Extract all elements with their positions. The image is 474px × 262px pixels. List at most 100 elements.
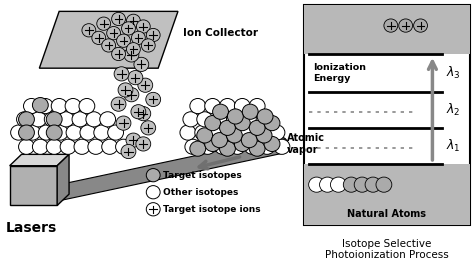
- Circle shape: [309, 177, 325, 192]
- Circle shape: [88, 139, 104, 154]
- Circle shape: [195, 125, 210, 140]
- Circle shape: [25, 125, 40, 140]
- Circle shape: [51, 99, 67, 114]
- Text: Lasers: Lasers: [6, 221, 57, 235]
- Circle shape: [343, 177, 359, 192]
- Circle shape: [65, 99, 81, 114]
- Circle shape: [210, 125, 226, 140]
- Circle shape: [32, 139, 48, 154]
- Circle shape: [46, 125, 62, 140]
- Circle shape: [24, 99, 39, 114]
- Circle shape: [127, 43, 140, 56]
- Circle shape: [239, 125, 255, 140]
- Circle shape: [112, 47, 126, 61]
- Circle shape: [274, 139, 290, 154]
- Circle shape: [18, 125, 35, 140]
- Circle shape: [37, 99, 53, 114]
- Circle shape: [219, 141, 236, 156]
- Circle shape: [215, 139, 230, 154]
- Circle shape: [319, 177, 336, 192]
- Circle shape: [354, 177, 370, 192]
- Circle shape: [18, 112, 35, 127]
- Circle shape: [225, 125, 240, 140]
- Text: $\lambda_2$: $\lambda_2$: [447, 102, 461, 118]
- Circle shape: [205, 99, 220, 114]
- Circle shape: [124, 48, 139, 62]
- Text: Natural Atoms: Natural Atoms: [347, 209, 427, 219]
- Circle shape: [227, 112, 242, 127]
- Circle shape: [376, 177, 392, 192]
- Circle shape: [219, 120, 236, 135]
- Circle shape: [185, 139, 201, 154]
- Circle shape: [136, 107, 151, 121]
- Circle shape: [18, 139, 35, 154]
- Circle shape: [205, 136, 220, 151]
- Circle shape: [180, 125, 196, 140]
- Circle shape: [60, 139, 76, 154]
- Circle shape: [146, 92, 161, 107]
- Circle shape: [118, 83, 133, 97]
- Circle shape: [74, 139, 90, 154]
- Circle shape: [46, 139, 62, 154]
- Circle shape: [86, 112, 102, 127]
- Circle shape: [82, 24, 96, 37]
- Circle shape: [257, 109, 273, 124]
- Circle shape: [256, 128, 272, 143]
- Circle shape: [146, 203, 160, 216]
- Bar: [304, 5, 470, 225]
- Text: Other isotopes: Other isotopes: [163, 188, 238, 197]
- Circle shape: [249, 99, 265, 114]
- Circle shape: [114, 67, 129, 81]
- Text: Target isotope ions: Target isotope ions: [163, 205, 261, 214]
- Polygon shape: [57, 154, 69, 205]
- Circle shape: [219, 99, 236, 114]
- Circle shape: [229, 139, 245, 154]
- Circle shape: [108, 125, 124, 140]
- Circle shape: [131, 31, 146, 45]
- Circle shape: [269, 125, 285, 140]
- Circle shape: [384, 19, 398, 32]
- Circle shape: [66, 125, 82, 140]
- Circle shape: [30, 112, 46, 127]
- Circle shape: [136, 137, 151, 151]
- Circle shape: [190, 141, 206, 156]
- Circle shape: [100, 112, 116, 127]
- Circle shape: [128, 70, 143, 85]
- Circle shape: [242, 104, 258, 119]
- Text: Ion Collector: Ion Collector: [183, 28, 258, 38]
- Circle shape: [200, 139, 216, 154]
- Circle shape: [183, 112, 199, 127]
- Circle shape: [117, 34, 130, 47]
- Circle shape: [72, 112, 88, 127]
- Circle shape: [141, 39, 155, 52]
- Circle shape: [213, 104, 228, 119]
- Bar: [304, 164, 470, 225]
- Circle shape: [79, 99, 95, 114]
- Polygon shape: [9, 166, 57, 205]
- Circle shape: [264, 136, 280, 151]
- Text: Isotope Selective
Photoionization Process: Isotope Selective Photoionization Proces…: [325, 239, 449, 260]
- Circle shape: [10, 125, 27, 140]
- Circle shape: [365, 177, 381, 192]
- Circle shape: [399, 19, 412, 32]
- Circle shape: [235, 136, 250, 151]
- Circle shape: [205, 116, 220, 131]
- Circle shape: [197, 112, 213, 127]
- Polygon shape: [59, 137, 282, 201]
- Text: $\lambda_1$: $\lambda_1$: [447, 138, 461, 154]
- Circle shape: [107, 26, 120, 40]
- Circle shape: [241, 133, 257, 148]
- Circle shape: [146, 28, 160, 42]
- Circle shape: [131, 105, 146, 119]
- Text: $\lambda_3$: $\lambda_3$: [447, 65, 461, 81]
- Circle shape: [38, 125, 54, 140]
- Circle shape: [111, 97, 126, 111]
- Text: Atomic
vapor: Atomic vapor: [287, 133, 325, 155]
- Ellipse shape: [276, 137, 288, 154]
- Circle shape: [32, 97, 48, 113]
- Circle shape: [235, 116, 250, 131]
- Circle shape: [235, 99, 250, 114]
- Circle shape: [124, 88, 139, 102]
- Circle shape: [254, 125, 270, 140]
- Circle shape: [92, 31, 106, 45]
